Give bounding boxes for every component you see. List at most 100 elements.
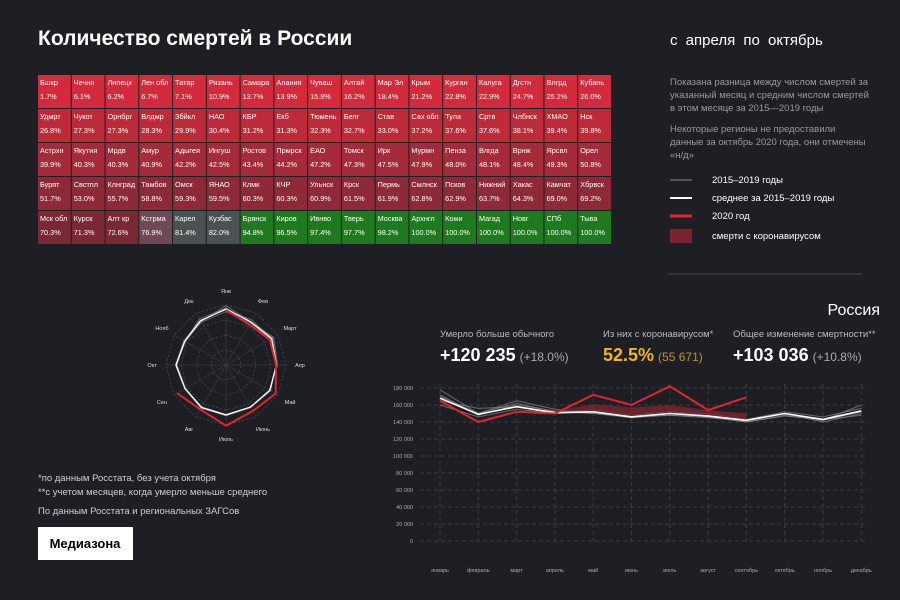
region-cell	[443, 75, 476, 108]
region-cell	[71, 75, 105, 108]
stat-number: 52.5%	[603, 345, 654, 365]
region-value: 97.4%	[310, 228, 331, 237]
stat-number: +120 235	[440, 345, 516, 365]
region-value: 98.2%	[378, 228, 399, 237]
stat-label: Умерло больше обычного	[440, 329, 554, 340]
region-name: Чуваш	[310, 78, 332, 87]
region-name: Ирк	[378, 146, 391, 155]
region-name: Татар	[175, 78, 194, 87]
region-cell	[206, 109, 240, 142]
region-value: 51.7%	[40, 194, 61, 203]
radar-label: Июнь	[256, 427, 270, 433]
radar-label: Авг	[185, 427, 194, 433]
region-value: 37.2%	[411, 126, 432, 135]
region-name: Ярсвл	[546, 146, 567, 155]
region-cell	[375, 109, 409, 142]
region-name: Пенза	[445, 146, 467, 155]
region-cell	[206, 177, 240, 210]
region-cell	[409, 109, 443, 142]
y-tick-label: 20 000	[396, 522, 413, 528]
region-value: 44.2%	[276, 160, 297, 169]
region-cell	[139, 109, 173, 142]
region-name: Киров	[276, 214, 296, 223]
region-name: Мурмн	[411, 146, 434, 155]
region-cell	[105, 143, 139, 176]
region-value: 72.6%	[108, 228, 129, 237]
region-name: Карел	[175, 214, 195, 223]
region-name: Тыва	[580, 214, 598, 223]
region-value: 26.8%	[40, 126, 61, 135]
region-name: Архнгл	[411, 214, 434, 223]
region-cell	[510, 75, 544, 108]
radar-series	[176, 309, 278, 427]
region-name: Чукот	[74, 112, 94, 121]
x-tick-label: июнь	[625, 568, 638, 574]
region-cell	[341, 177, 375, 210]
region-name: Бшкр	[40, 78, 58, 87]
region-cell	[105, 109, 139, 142]
region-cell	[578, 75, 611, 108]
region-name: Збйкл	[175, 112, 195, 121]
region-value: 32.3%	[310, 126, 331, 135]
x-tick-label: август	[700, 568, 716, 574]
region-cell	[510, 177, 544, 210]
region-name: Камчат	[546, 180, 571, 189]
region-value: 59.3%	[175, 194, 196, 203]
region-cell	[105, 177, 139, 210]
region-cell	[409, 177, 443, 210]
region-cell	[173, 211, 206, 244]
x-tick-label: май	[588, 567, 598, 574]
region-cell	[173, 143, 206, 176]
region-name: Орнбрг	[108, 112, 133, 121]
radar-label: Июль	[219, 437, 233, 443]
region-cell	[544, 109, 578, 142]
region-cell	[308, 143, 341, 176]
region-cell	[71, 143, 105, 176]
region-value: 47.3%	[344, 160, 365, 169]
region-cell	[206, 211, 240, 244]
region-value: 61.9%	[378, 194, 399, 203]
region-cell	[173, 109, 206, 142]
region-cell	[341, 211, 375, 244]
region-cell	[274, 109, 308, 142]
region-value: 100.0%	[513, 228, 538, 237]
region-name: Нижний	[479, 180, 505, 189]
region-name: Белг	[344, 112, 360, 121]
region-value: 6.1%	[74, 92, 91, 101]
y-tick-label: 0	[410, 539, 413, 545]
region-name: Брянск	[243, 214, 267, 223]
region-name: Рязань	[209, 78, 233, 87]
region-name: НАО	[209, 112, 225, 121]
region-name: Сах обл	[411, 112, 438, 121]
region-value: 71.3%	[74, 228, 95, 237]
region-name: Врнж	[513, 146, 531, 155]
region-value: 81.4%	[175, 228, 196, 237]
region-value: 24.7%	[513, 92, 534, 101]
radar-label: Янв	[221, 289, 231, 295]
region-value: 6.7%	[141, 92, 158, 101]
region-name: Прмрск	[276, 146, 302, 155]
region-name: Крым	[411, 78, 430, 87]
region-cell	[308, 211, 341, 244]
x-tick-label: январь	[431, 568, 449, 574]
year-line	[439, 404, 862, 423]
region-cell	[578, 109, 611, 142]
region-name: Клмк	[243, 180, 261, 189]
legend-label: 2020 год	[712, 211, 750, 222]
legend-swatch	[670, 229, 692, 243]
region-name: Томск	[344, 146, 365, 155]
region-name: Став	[378, 112, 395, 121]
region-cell	[139, 211, 173, 244]
radar-year	[175, 305, 279, 417]
region-value: 62.9%	[445, 194, 466, 203]
region-value: 32.7%	[344, 126, 365, 135]
description: Показана разница между числом смертей за…	[670, 77, 869, 114]
region-value: 31.2%	[243, 126, 264, 135]
region-name: Ульнск	[310, 180, 334, 189]
region-name: Хакас	[513, 180, 533, 189]
stat-label: Из них с коронавирусом*	[603, 329, 714, 340]
region-value: 58.8%	[141, 194, 162, 203]
y-tick-label: 140 000	[393, 420, 413, 426]
region-name: КЧР	[276, 180, 290, 189]
